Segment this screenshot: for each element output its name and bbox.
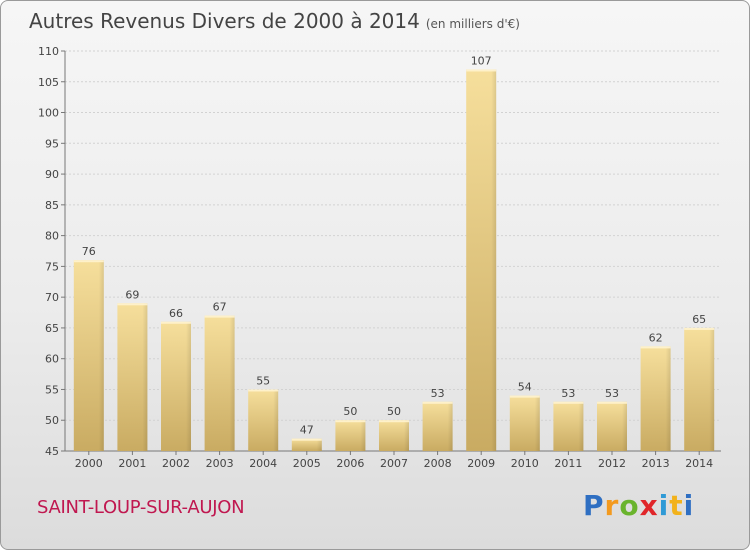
y-tick-label: 100 — [38, 107, 59, 120]
y-tick-label: 65 — [45, 322, 59, 335]
bar-highlight — [597, 401, 627, 404]
bar-shade — [229, 315, 235, 451]
logo-letter: t — [669, 489, 684, 522]
y-tick-label: 60 — [45, 353, 59, 366]
value-label: 67 — [213, 301, 227, 314]
value-label: 54 — [518, 381, 532, 394]
bar-highlight — [291, 438, 322, 441]
chart-title: Autres Revenus Divers de 2000 à 2014 (en … — [29, 9, 520, 33]
y-tick-label: 80 — [45, 230, 59, 243]
bar-shade — [534, 395, 540, 451]
value-label: 53 — [431, 387, 445, 400]
bar-highlight — [684, 327, 715, 330]
logo-letter: r — [604, 489, 620, 522]
proxiti-logo[interactable]: Proxiti — [583, 489, 694, 522]
value-label: 47 — [300, 424, 314, 437]
y-tick-label: 85 — [45, 199, 59, 212]
x-tick-label: 2000 — [75, 457, 103, 470]
y-tick-label: 50 — [45, 414, 59, 427]
y-tick-label: 75 — [45, 260, 59, 273]
bar — [291, 438, 322, 451]
bar-shade — [709, 327, 715, 451]
chart-title-text: Autres Revenus Divers de 2000 à 2014 — [29, 9, 420, 33]
bar-shade — [447, 401, 453, 451]
value-label: 53 — [605, 387, 619, 400]
bar-shade — [186, 321, 191, 451]
value-label: 66 — [169, 307, 183, 320]
x-tick-label: 2004 — [249, 457, 277, 470]
bar-shade — [273, 389, 279, 451]
x-tick-label: 2008 — [424, 457, 452, 470]
x-tick-label: 2009 — [467, 457, 495, 470]
bar-shade — [98, 260, 104, 451]
bar-highlight — [379, 420, 409, 423]
x-tick-label: 2003 — [206, 457, 234, 470]
bar-shade — [622, 401, 627, 451]
bar-highlight — [161, 321, 191, 324]
bar-highlight — [509, 395, 540, 398]
x-tick-label: 2007 — [380, 457, 408, 470]
value-label: 76 — [82, 245, 96, 258]
bar-highlight — [204, 315, 235, 318]
logo-letter: x — [639, 489, 659, 522]
x-tick-label: 2013 — [642, 457, 670, 470]
bar-highlight — [640, 346, 671, 349]
y-tick-label: 90 — [45, 168, 59, 181]
y-tick-label: 55 — [45, 383, 59, 396]
y-tick-label: 45 — [45, 445, 59, 458]
place-name: SAINT-LOUP-SUR-AUJON — [37, 497, 245, 518]
bar-highlight — [553, 401, 584, 404]
x-tick-label: 2014 — [685, 457, 713, 470]
bar-shade — [404, 420, 409, 451]
logo-letter: P — [583, 489, 605, 522]
axis-layer: 45 50 55 60 65 70 75 80 85 90 95 100 105 110 2000 2001 2… — [38, 45, 721, 470]
bar-highlight — [117, 303, 148, 306]
x-tick-label: 2005 — [293, 457, 321, 470]
value-label: 62 — [649, 331, 663, 344]
bar-shade — [316, 438, 322, 451]
bar-shade — [142, 303, 148, 451]
logo-letter: i — [658, 489, 670, 522]
bar-highlight — [466, 69, 497, 72]
y-tick-label: 105 — [38, 76, 59, 89]
y-tick-label: 70 — [45, 291, 59, 304]
bar-highlight — [335, 420, 366, 423]
bar-highlight — [422, 401, 453, 404]
value-label: 55 — [256, 374, 270, 387]
label-layer: 76 69 66 67 55 47 50 50 53 107 54 53 53 62 65 — [82, 54, 706, 436]
bar-layer — [73, 69, 715, 451]
logo-letter: o — [619, 489, 640, 522]
x-tick-label: 2010 — [511, 457, 539, 470]
value-label: 107 — [471, 54, 492, 67]
value-label: 69 — [125, 288, 139, 301]
bar-shade — [491, 69, 497, 451]
value-label: 50 — [343, 405, 357, 418]
x-tick-label: 2012 — [598, 457, 626, 470]
chart-unit-label: (en milliers d'€) — [425, 17, 520, 31]
bar-highlight — [248, 389, 279, 392]
x-tick-label: 2006 — [336, 457, 364, 470]
bar-shade — [360, 420, 366, 451]
x-tick-label: 2002 — [162, 457, 190, 470]
x-tick-label: 2011 — [554, 457, 582, 470]
bar-shade — [665, 346, 671, 451]
bar-highlight — [73, 260, 104, 263]
value-label: 53 — [561, 387, 575, 400]
logo-letter: i — [683, 489, 695, 522]
y-tick-label: 95 — [45, 137, 59, 150]
value-label: 50 — [387, 405, 401, 418]
y-tick-label: 110 — [38, 45, 59, 58]
value-label: 65 — [692, 313, 706, 326]
bar-shade — [578, 401, 584, 451]
x-tick-label: 2001 — [118, 457, 146, 470]
